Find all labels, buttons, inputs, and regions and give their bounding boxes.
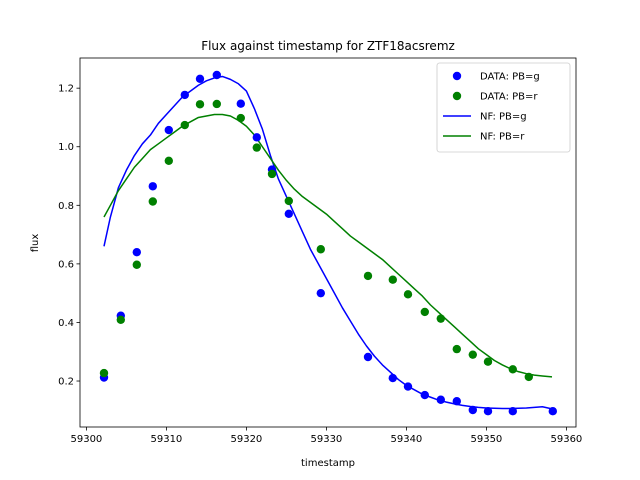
data-point-s0-19 [468,405,477,415]
y-tick-label-1: 0.4 [58,318,74,329]
data-point-s0-15 [403,382,413,391]
data-point-s1-10 [267,169,277,179]
y-tick-label-3: 0.8 [58,201,74,212]
data-point-s0-5 [180,90,189,100]
axes: 59300 59310 59320 59330 59340 59350 59360 0.2 0.… [58,57,582,445]
data-point-s0-11 [284,209,293,218]
data-point-s0-20 [483,406,493,416]
data-point-s0-2 [132,247,141,257]
data-point-s1-12 [316,245,325,254]
legend-label-2: NF: PB=g [480,112,527,123]
x-tick-label-3: 59330 [310,434,342,445]
legend-label-3: NF: PB=r [480,132,525,143]
data-point-s1-19 [468,350,477,359]
y-tick-label-2: 0.6 [58,259,74,270]
data-point-s1-2 [132,260,141,269]
plot-content [99,70,557,416]
data-point-s1-0 [99,368,109,378]
y-tick-label-4: 1.0 [58,142,74,153]
legend-label-0: DATA: PB=g [480,72,540,83]
y-axis-label: flux [30,234,41,253]
data-point-s1-4 [164,156,173,165]
legend-label-1: DATA: PB=r [480,92,538,103]
chart-title: Flux against timestamp for ZTF18acsremz [201,39,455,53]
data-point-s1-17 [436,314,445,323]
series-line-3 [103,113,553,378]
data-point-s1-6 [195,100,205,109]
data-point-s0-21 [508,406,517,416]
legend-marker-1 [452,91,462,101]
x-tick-label-0: 59300 [70,434,102,445]
plot-area [99,70,557,416]
data-point-s1-1 [116,315,126,325]
data-point-s1-16 [420,307,429,317]
data-point-s1-13 [363,271,373,281]
data-point-s0-16 [420,390,429,400]
data-point-s0-6 [195,74,205,83]
axes-frame [79,57,577,428]
data-point-s0-12 [316,288,325,298]
legend: DATA: PB=g DATA: PB=r NF: PB=g NF: PB=r [436,62,571,153]
data-point-s1-21 [508,365,517,374]
data-point-s1-7 [212,99,221,109]
data-point-s0-8 [236,99,245,108]
data-point-s1-11 [284,196,293,206]
x-tick-label-1: 59310 [150,434,182,445]
data-point-s1-15 [403,290,413,299]
data-point-s1-18 [452,344,461,354]
data-point-s0-22 [548,406,557,416]
data-point-s1-14 [388,275,397,284]
x-tick-label-5: 59350 [470,434,502,445]
data-point-s0-17 [436,395,445,404]
x-tick-label-6: 59360 [550,434,582,445]
data-point-s1-8 [236,113,245,123]
data-point-s1-3 [148,197,157,206]
data-point-s1-9 [252,143,261,152]
x-tick-label-2: 59320 [230,434,262,445]
x-axis-label: timestamp [301,458,355,469]
y-tick-label-5: 1.2 [58,84,74,95]
data-point-s0-14 [388,373,397,383]
data-point-s0-3 [148,182,157,191]
data-point-s0-9 [252,133,261,142]
legend-box [436,62,571,153]
data-point-s1-22 [524,372,533,382]
data-point-s0-18 [452,397,461,406]
data-point-s1-20 [483,357,493,366]
y-tick-label-0: 0.2 [58,377,74,388]
x-tick-label-4: 59340 [390,434,422,445]
data-point-s0-4 [164,125,173,135]
data-point-s1-5 [180,120,189,130]
legend-marker-0 [452,71,462,81]
data-point-s0-7 [212,70,221,80]
data-point-s0-13 [363,352,373,362]
